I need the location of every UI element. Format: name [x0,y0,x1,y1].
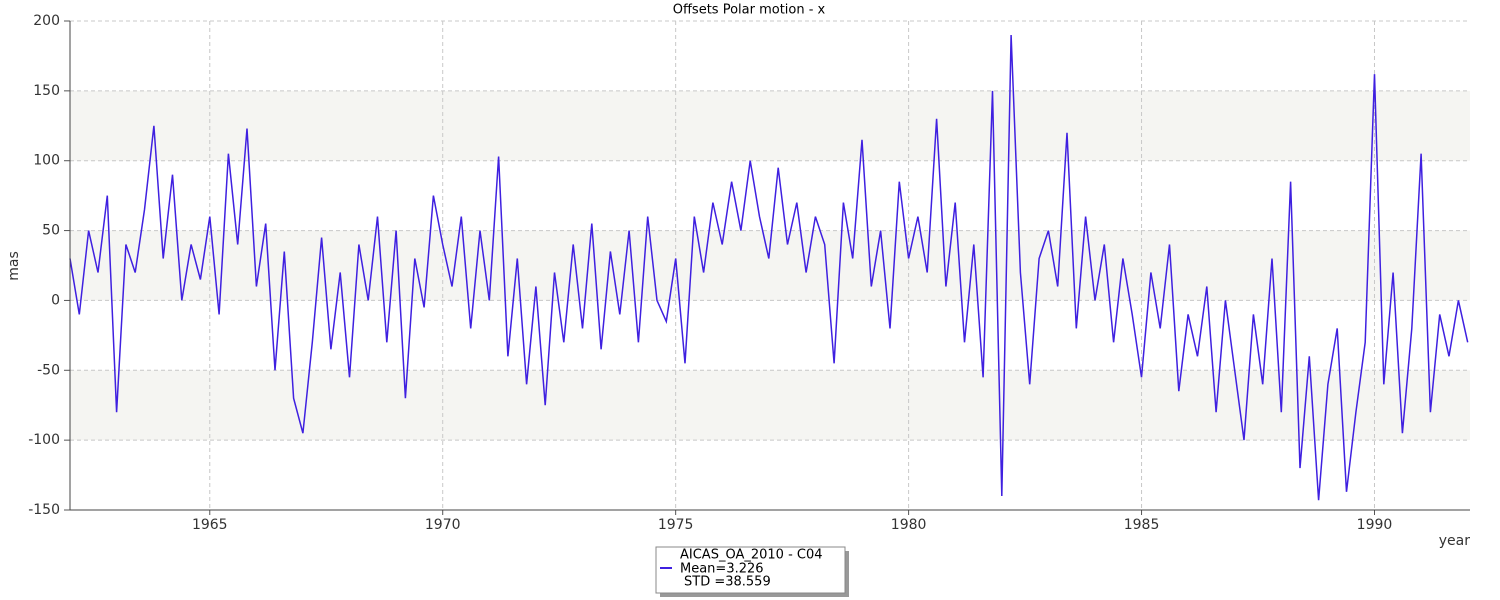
legend-std: STD =38.559 [684,575,771,590]
y-tick-label: -150 [28,502,60,518]
x-tick-label: 1975 [658,517,694,533]
x-tick-label: 1965 [192,517,228,533]
y-tick-label: 50 [42,223,60,239]
x-tick-label: 1990 [1357,517,1393,533]
legend-entry: AICAS_OA_2010 - C04 [680,548,823,563]
y-tick-label: -100 [28,432,60,448]
band [70,370,1470,441]
y-tick-label: 100 [33,153,60,169]
series-line [69,34,1469,501]
legend-box [655,546,846,594]
x-axis-label: year [1439,533,1470,549]
legend-mean: Mean=3.226 [680,562,764,577]
y-tick-label: 150 [33,83,60,99]
y-tick-label: 200 [33,13,60,29]
x-tick-label: 1980 [891,517,927,533]
chart-title: Offsets Polar motion - x [673,3,826,18]
band [70,90,1470,161]
y-tick-label: 0 [51,292,60,308]
x-tick-label: 1985 [1124,517,1160,533]
y-tick-label: -50 [37,362,60,378]
legend: AICAS_OA_2010 - C04 Mean=3.226 STD =38.5… [655,546,849,597]
x-tick-label: 1970 [425,517,461,533]
y-axis-label: mas [6,251,22,281]
